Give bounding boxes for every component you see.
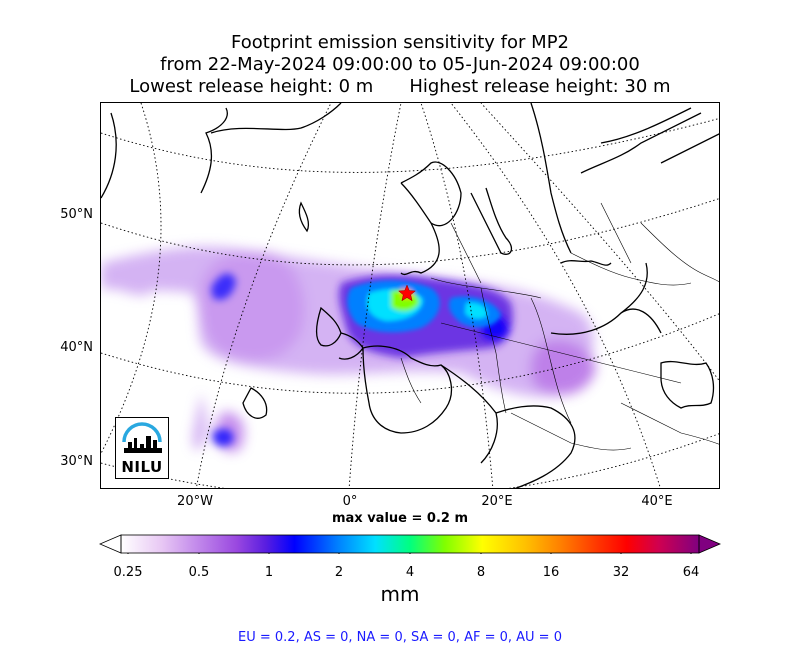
highest-release-height: Highest release height: 30 m [409, 76, 671, 97]
colorbar-tick-2: 2 [334, 565, 344, 580]
colorbar-tick-0-25: 0.25 [113, 565, 143, 580]
lon-label-40e: 40°E [641, 494, 673, 509]
colorbar-tick-4: 4 [405, 565, 415, 580]
colorbar [99, 534, 721, 554]
title-line-1: Footprint emission sensitivity for MP2 [230, 32, 569, 53]
colorbar-tick-0-5: 0.5 [188, 565, 210, 580]
colorbar-ticks [127, 553, 692, 554]
colorbar-unit: mm [380, 582, 420, 606]
lon-label-20e: 20°E [481, 494, 513, 509]
coastlines [101, 103, 719, 488]
colorbar-tick-8: 8 [476, 565, 486, 580]
lon-label-0: 0° [342, 494, 358, 509]
lowest-release-height: Lowest release height: 0 m [129, 76, 374, 97]
colorbar-tick-1: 1 [264, 565, 274, 580]
colorbar-tick-16: 16 [542, 565, 560, 580]
max-value-text: max value = 0.2 m [331, 511, 469, 526]
map-canvas [101, 103, 719, 488]
colorbar-tick-64: 64 [682, 565, 700, 580]
nilu-logo-graphic [122, 422, 162, 453]
graticule [101, 103, 719, 488]
country-borders [400, 202, 719, 451]
release-point-star [398, 284, 416, 302]
plume-low [101, 246, 596, 453]
title-line-3: Lowest release height: 0 m Highest releas… [0, 76, 800, 98]
footprint-map: NILU [100, 102, 720, 489]
region-values: EU = 0.2, AS = 0, NA = 0, SA = 0, AF = 0… [238, 630, 562, 645]
title-line-2: from 22-May-2024 09:00:00 to 05-Jun-2024… [160, 54, 640, 75]
lat-label-50n: 50°N [60, 207, 93, 222]
colorbar-tick-32: 32 [612, 565, 630, 580]
nilu-logo-text: NILU [121, 458, 163, 476]
lat-label-30n: 30°N [60, 454, 93, 469]
lon-label-20w: 20°W [177, 494, 213, 509]
lat-label-40n: 40°N [60, 340, 93, 355]
nilu-logo: NILU [115, 417, 169, 479]
